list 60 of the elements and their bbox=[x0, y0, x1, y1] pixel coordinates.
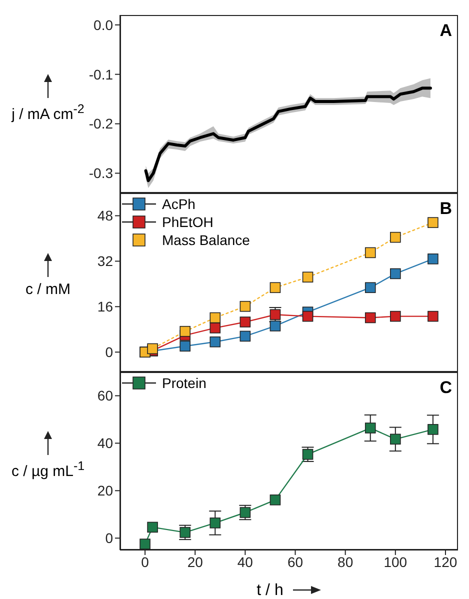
point bbox=[428, 424, 438, 435]
y-tick-label: 0 bbox=[105, 344, 114, 360]
point bbox=[210, 312, 221, 324]
point bbox=[302, 272, 314, 282]
y-tick-label: 48 bbox=[97, 208, 114, 224]
point bbox=[270, 282, 281, 294]
y-tick-label: -0.2 bbox=[88, 116, 114, 132]
point bbox=[140, 538, 150, 550]
y-axis-title: c / mM bbox=[26, 280, 70, 298]
point bbox=[364, 422, 376, 434]
point bbox=[428, 254, 438, 264]
point bbox=[390, 232, 401, 243]
y-tick-label: 0.0 bbox=[94, 16, 114, 33]
legend-label: Protein bbox=[162, 374, 206, 392]
x-tick-label: 80 bbox=[338, 554, 354, 570]
point bbox=[210, 518, 221, 528]
point bbox=[302, 310, 314, 322]
x-tick-label: 40 bbox=[237, 554, 254, 570]
y-tick-label: 20 bbox=[97, 482, 114, 499]
legend-label: Mass Balance bbox=[162, 231, 250, 249]
legend-label: AcPh bbox=[162, 195, 196, 213]
point bbox=[240, 316, 251, 328]
y-axis-title: j / mA cm$^{-2}$ bbox=[12, 102, 84, 123]
annotation: C bbox=[440, 378, 452, 398]
x-tick-label: 20 bbox=[187, 554, 204, 570]
point bbox=[270, 320, 281, 332]
y-tick-label: -0.1 bbox=[88, 66, 114, 82]
point bbox=[240, 330, 251, 342]
point bbox=[364, 247, 376, 258]
point bbox=[364, 282, 376, 294]
y-axis-title: c / µg mL$^{-1}$ bbox=[11, 459, 85, 480]
point bbox=[364, 312, 376, 324]
annotation: B bbox=[440, 199, 452, 219]
annotation: A bbox=[440, 21, 452, 41]
y-tick-label: 32 bbox=[97, 253, 114, 270]
point bbox=[180, 326, 190, 337]
y-tick-label: 60 bbox=[97, 388, 114, 404]
point bbox=[390, 434, 401, 445]
y-tick-label: 0 bbox=[105, 530, 114, 546]
point bbox=[210, 322, 221, 334]
point bbox=[240, 507, 251, 518]
x-axis-title: t / h bbox=[256, 582, 284, 599]
point bbox=[180, 340, 190, 352]
y-tick-label: -0.3 bbox=[88, 165, 114, 182]
y-tick-label: 40 bbox=[97, 435, 114, 452]
point bbox=[270, 494, 281, 506]
x-tick-label: 60 bbox=[287, 554, 304, 570]
point bbox=[210, 336, 221, 348]
y-tick-label: 16 bbox=[97, 298, 114, 315]
point bbox=[390, 268, 401, 280]
x-tick-label: 120 bbox=[434, 554, 458, 570]
point bbox=[428, 217, 438, 228]
point bbox=[147, 522, 158, 533]
point bbox=[428, 310, 438, 322]
legend-label: PhEtOH bbox=[162, 213, 214, 231]
point bbox=[180, 527, 190, 538]
x-tick-label: 100 bbox=[384, 554, 408, 570]
point bbox=[390, 310, 401, 322]
point bbox=[240, 300, 251, 312]
x-tick-label: 0 bbox=[141, 554, 150, 570]
